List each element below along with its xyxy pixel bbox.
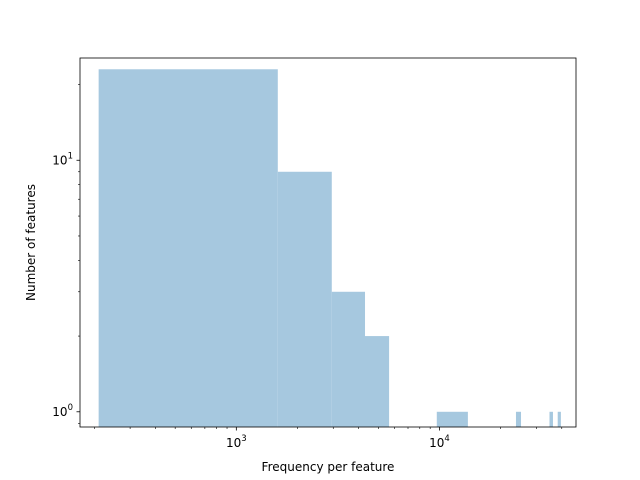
y-axis-label: Number of features [24, 184, 38, 301]
histogram-bar-2 [331, 291, 366, 427]
plot-frame [79, 57, 577, 428]
x-axis-ticks: 103 104 [94, 427, 563, 450]
x-tick-label-0: 103 [226, 434, 247, 450]
histogram-bar-3 [365, 336, 390, 427]
histogram-bar-5 [515, 411, 522, 427]
y-tick-label-1: 101 [52, 151, 73, 167]
histogram-bar-0 [98, 69, 278, 427]
x-tick-label-1: 104 [429, 434, 450, 450]
y-tick-label-0: 100 [52, 403, 73, 419]
histogram-bar-4 [436, 411, 468, 427]
histogram-bar-7 [557, 411, 561, 427]
y-axis-ticks: 100 101 [52, 84, 80, 424]
histogram-bar-6 [549, 411, 553, 427]
x-axis-label: Frequency per feature [262, 460, 395, 474]
histogram-bar-1 [277, 171, 332, 427]
histogram-bars [98, 69, 561, 427]
